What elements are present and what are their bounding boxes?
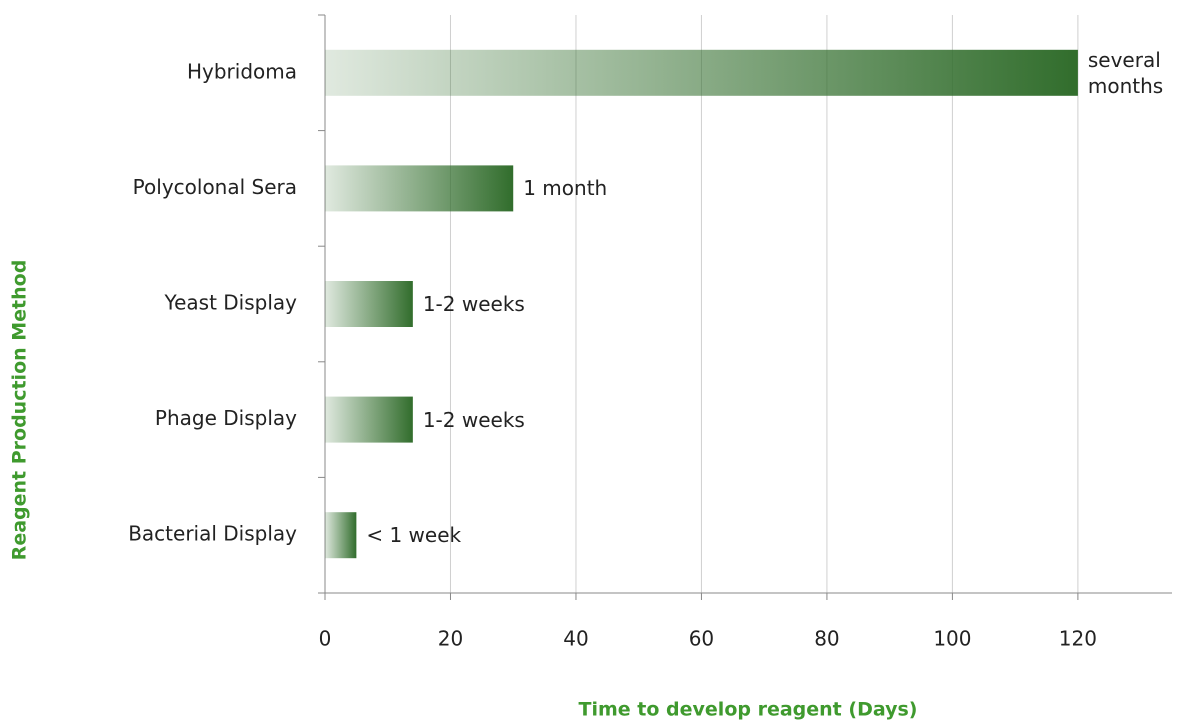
value-label: several months <box>1087 47 1164 98</box>
x-tick-label: 120 <box>1059 627 1097 651</box>
x-tick-label: 80 <box>814 627 839 651</box>
value-label: 1-2 weeks <box>422 407 525 432</box>
value-label-box: 1-2 weeks <box>422 292 525 316</box>
y-tick-label: Polycolonal Sera <box>133 175 297 199</box>
value-label-box: several months <box>1087 47 1164 98</box>
bar <box>325 165 514 212</box>
value-label-box: 1-2 weeks <box>422 407 525 432</box>
y-tick-label: Phage Display <box>155 406 297 430</box>
bar <box>325 49 1078 96</box>
value-label: < 1 week <box>366 523 462 548</box>
value-label-box: 1 month <box>523 176 608 201</box>
y-tick-label: Hybridoma <box>187 59 297 83</box>
bar <box>325 512 357 559</box>
x-tick-label: 60 <box>689 627 714 651</box>
x-tick-label: 0 <box>319 627 332 651</box>
bar <box>325 396 413 443</box>
x-tick-label: 100 <box>933 627 971 651</box>
y-axis-title: Reagent Production Method <box>9 260 31 561</box>
x-axis-title: Time to develop reagent (Days) <box>579 699 918 721</box>
value-label: 1 month <box>523 176 608 201</box>
x-tick-label: 20 <box>438 627 463 651</box>
value-label-box: < 1 week <box>366 523 462 548</box>
x-tick-label: 40 <box>563 627 588 651</box>
value-label: 1-2 weeks <box>422 292 525 316</box>
y-tick-label: Bacterial Display <box>128 522 297 546</box>
bar <box>325 281 413 327</box>
y-tick-label: Yeast Display <box>164 291 298 315</box>
